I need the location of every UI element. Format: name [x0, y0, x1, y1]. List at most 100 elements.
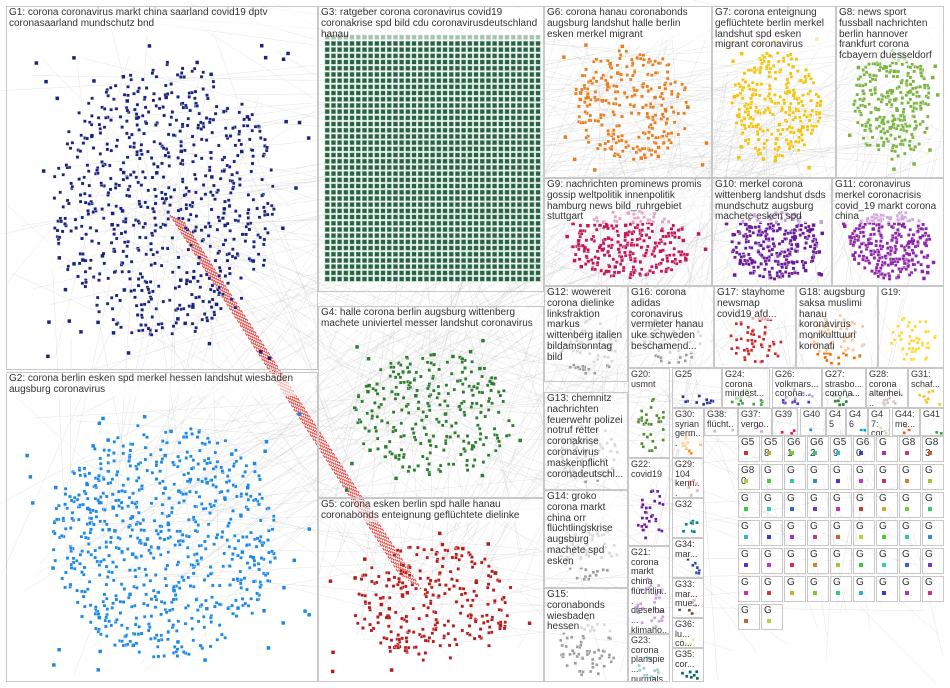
node[interactable]	[403, 645, 408, 650]
node[interactable]	[398, 375, 403, 380]
node[interactable]	[104, 564, 109, 569]
node[interactable]	[752, 66, 757, 70]
node[interactable]	[776, 59, 781, 64]
node[interactable]	[126, 239, 130, 244]
node[interactable]	[239, 296, 244, 301]
node[interactable]	[442, 53, 448, 59]
node[interactable]	[603, 141, 608, 146]
node[interactable]	[773, 155, 778, 159]
node[interactable]	[84, 280, 88, 285]
node[interactable]	[154, 460, 159, 464]
node[interactable]	[798, 115, 802, 120]
node[interactable]	[197, 111, 201, 116]
node[interactable]	[773, 158, 778, 163]
node[interactable]	[447, 587, 452, 591]
node[interactable]	[620, 133, 624, 138]
node[interactable]	[467, 59, 473, 65]
node[interactable]	[467, 140, 473, 146]
node[interactable]	[461, 390, 466, 394]
node[interactable]	[471, 393, 475, 398]
node[interactable]	[374, 115, 380, 121]
node[interactable]	[792, 130, 796, 135]
node[interactable]	[155, 250, 159, 254]
node[interactable]	[63, 487, 68, 491]
node[interactable]	[753, 146, 758, 150]
node[interactable]	[267, 506, 271, 510]
node[interactable]	[191, 159, 195, 164]
node[interactable]	[896, 124, 900, 128]
node[interactable]	[479, 239, 485, 245]
node[interactable]	[505, 613, 510, 618]
node[interactable]	[242, 123, 246, 128]
node[interactable]	[191, 563, 195, 567]
node[interactable]	[430, 226, 436, 232]
node[interactable]	[263, 137, 267, 142]
node[interactable]	[771, 64, 776, 68]
node[interactable]	[473, 276, 479, 282]
node[interactable]	[654, 141, 658, 145]
node[interactable]	[908, 97, 913, 102]
node[interactable]	[218, 176, 223, 181]
node[interactable]	[368, 127, 374, 133]
node[interactable]	[733, 83, 738, 87]
node[interactable]	[665, 117, 670, 121]
node[interactable]	[176, 156, 180, 160]
node[interactable]	[261, 154, 266, 158]
node[interactable]	[58, 216, 63, 221]
node[interactable]	[386, 133, 392, 139]
node[interactable]	[197, 430, 201, 434]
node[interactable]	[101, 599, 106, 604]
node[interactable]	[209, 615, 213, 620]
node[interactable]	[423, 251, 429, 257]
node[interactable]	[926, 95, 930, 100]
node[interactable]	[173, 645, 177, 649]
node[interactable]	[492, 276, 498, 282]
node[interactable]	[337, 214, 343, 220]
node[interactable]	[186, 247, 191, 252]
node[interactable]	[737, 155, 741, 160]
node[interactable]	[324, 226, 330, 232]
node[interactable]	[748, 115, 753, 120]
node[interactable]	[460, 370, 465, 374]
node[interactable]	[873, 106, 878, 110]
node[interactable]	[216, 188, 220, 193]
node[interactable]	[430, 214, 436, 220]
node[interactable]	[236, 153, 240, 158]
node[interactable]	[324, 158, 330, 164]
node[interactable]	[84, 535, 88, 540]
node[interactable]	[614, 224, 619, 228]
node[interactable]	[380, 152, 386, 158]
node[interactable]	[117, 498, 121, 503]
node[interactable]	[653, 59, 657, 63]
node[interactable]	[529, 133, 535, 139]
node[interactable]	[238, 177, 242, 181]
node[interactable]	[405, 189, 411, 195]
node[interactable]	[374, 202, 380, 208]
node[interactable]	[442, 634, 446, 638]
node[interactable]	[516, 208, 522, 214]
node[interactable]	[430, 208, 436, 214]
node[interactable]	[448, 171, 454, 177]
node[interactable]	[271, 184, 275, 189]
node[interactable]	[195, 435, 200, 439]
node[interactable]	[479, 226, 485, 232]
node[interactable]	[215, 533, 220, 537]
node[interactable]	[355, 121, 361, 127]
node[interactable]	[892, 167, 896, 171]
node[interactable]	[157, 97, 162, 101]
node[interactable]	[594, 70, 598, 75]
node[interactable]	[182, 578, 186, 583]
node[interactable]	[121, 600, 126, 604]
node[interactable]	[919, 71, 923, 75]
node[interactable]	[411, 96, 417, 102]
node[interactable]	[376, 447, 380, 451]
node[interactable]	[417, 133, 423, 139]
node[interactable]	[252, 240, 256, 244]
node[interactable]	[593, 255, 598, 259]
node[interactable]	[430, 140, 436, 146]
node[interactable]	[167, 155, 171, 159]
node[interactable]	[112, 459, 116, 463]
node[interactable]	[374, 257, 380, 263]
node[interactable]	[130, 132, 134, 137]
node[interactable]	[207, 221, 211, 225]
